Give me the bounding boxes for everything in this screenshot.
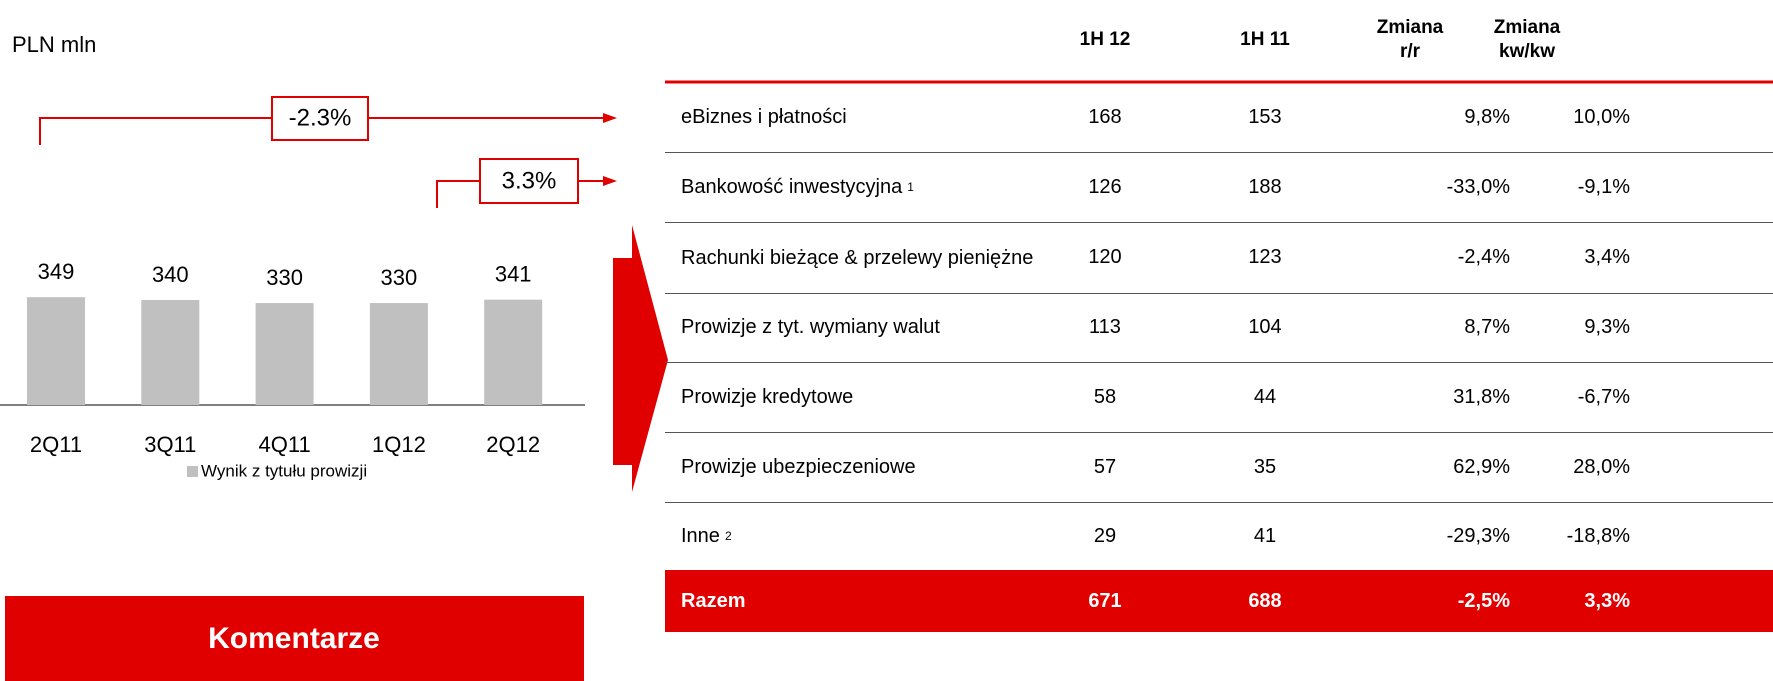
table-cell: -29,3% [1446, 524, 1510, 547]
table-cell: 44 [1253, 385, 1277, 408]
comment-box [5, 596, 584, 681]
row-label-text: eBiznes i płatności [681, 105, 847, 128]
table-cell: 10,0% [1573, 105, 1630, 128]
big-arrow [613, 225, 668, 492]
bar [484, 299, 543, 405]
data-label: 330 [381, 265, 418, 290]
row-separator [665, 502, 1773, 503]
table-cell: 188 [1248, 175, 1282, 198]
table-cell: 8,7% [1464, 316, 1510, 338]
total-row-bg [665, 570, 1773, 632]
table-cell: 3,4% [1584, 246, 1630, 268]
table-cell: 58 [1093, 385, 1117, 408]
bracket-line [39, 117, 272, 145]
row-separator [665, 432, 1773, 433]
table-cell: -2,4% [1457, 246, 1510, 268]
table-cell: -6,7% [1577, 385, 1630, 408]
x-tick-label: 2Q12 [486, 432, 540, 457]
row-label-text: Inne [681, 524, 720, 547]
table-cell: 9,3% [1584, 316, 1630, 338]
table-cell: 126 [1088, 175, 1122, 198]
row-separator [665, 362, 1773, 363]
comment-title: Komentarze [208, 622, 380, 655]
table-cell: 41 [1253, 524, 1277, 547]
unit-label: PLN mln [12, 32, 96, 57]
total-cell: 688 [1248, 589, 1282, 612]
table-cell: 35 [1253, 455, 1277, 478]
row-separator [665, 293, 1773, 294]
row-label-text: Prowizje kredytowe [681, 385, 854, 408]
table-cell: -33,0% [1446, 175, 1510, 198]
bracket-line [436, 180, 480, 208]
x-tick-label: 2Q11 [30, 432, 82, 457]
bar [141, 299, 200, 405]
row-label-text: Bankowość inwestycyjna [681, 175, 903, 198]
table-cell: 123 [1248, 246, 1282, 268]
row-label: Inne 2 [681, 502, 1051, 570]
data-label: 349 [38, 259, 75, 284]
footnote-mark: 1 [907, 180, 914, 194]
bar [369, 303, 428, 405]
table-cell: 57 [1093, 455, 1117, 478]
data-label: 330 [266, 265, 303, 290]
annotation-box [271, 96, 369, 141]
table-cell: 168 [1088, 105, 1122, 128]
legend-swatch [187, 466, 198, 477]
row-label: Prowizje kredytowe [681, 362, 1051, 432]
row-label: Prowizje z tyt. wymiany walut [681, 293, 1051, 362]
table-cell: 29 [1093, 524, 1117, 547]
x-tick-label: 1Q12 [372, 432, 426, 457]
row-label: Prowizje ubezpieczeniowe [681, 432, 1051, 502]
table-cell: 31,8% [1453, 385, 1510, 408]
bar [27, 297, 85, 405]
legend-label: Wynik z tytułu prowizji [201, 461, 367, 480]
x-tick-label: 4Q11 [259, 432, 311, 457]
row-label: Bankowość inwestycyjna 1 [681, 152, 1051, 222]
table-cell: 120 [1088, 246, 1122, 268]
row-label: Rachunki bieżące & przelewy pieniężne [681, 222, 1051, 293]
footnote-mark: 2 [724, 529, 732, 543]
x-tick-label: 3Q11 [144, 432, 196, 457]
table-cell: 113 [1089, 316, 1121, 338]
table-cell: -18,8% [1566, 524, 1630, 547]
table-cell: 104 [1248, 316, 1282, 338]
annotation: -2.3% [289, 104, 352, 131]
row-separator [665, 222, 1773, 223]
table-cell: -9,1% [1577, 175, 1630, 198]
table-cell: 28,0% [1573, 455, 1630, 478]
column-header: Zmiana r/r [1376, 17, 1444, 62]
table-cell: 9,8% [1464, 105, 1510, 128]
total-cell: 671 [1088, 589, 1122, 612]
column-header: Zmiana kw/kw [1493, 17, 1561, 62]
table-cell: 62,9% [1453, 455, 1510, 478]
annotation-box [479, 158, 579, 204]
row-separator [665, 152, 1773, 153]
arrow-head [603, 113, 617, 123]
row-label-text: Prowizje ubezpieczeniowe [681, 455, 916, 478]
total-cell: 3,3% [1584, 589, 1630, 612]
row-label-text: Rachunki bieżące & przelewy pieniężne [681, 246, 1034, 269]
annotation: 3.3% [502, 167, 557, 194]
bar [255, 303, 314, 405]
row-label: eBiznes i płatności [681, 82, 1051, 152]
column-header: 1H 12 [1079, 29, 1131, 50]
total-cell: -2,5% [1457, 589, 1510, 612]
arrow-head [603, 176, 617, 186]
total-label: Razem [681, 589, 746, 612]
row-label-text: Prowizje z tyt. wymiany walut [681, 316, 940, 338]
data-label: 340 [152, 262, 189, 287]
column-header: 1H 11 [1240, 29, 1290, 50]
data-label: 341 [495, 261, 532, 286]
table-cell: 153 [1248, 105, 1282, 128]
bracket [39, 96, 605, 208]
